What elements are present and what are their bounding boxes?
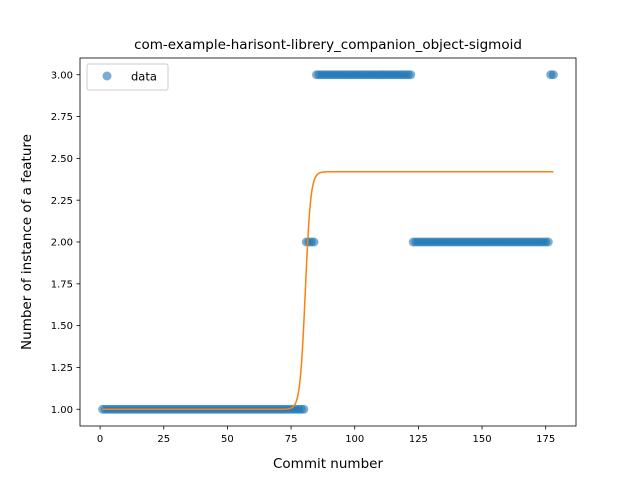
x-tick-label: 25 [157,434,170,445]
legend: data [86,63,169,91]
legend-label-data: data [131,70,157,84]
x-tick-label: 175 [536,434,555,445]
plot-area [98,70,558,414]
y-tick-label: 2.25 [51,196,73,207]
y-tick-label: 2.00 [51,238,73,249]
data-point [299,404,309,414]
axes: 0 25 50 75 100 125 150 175 1.00 1.25 1.50 1.75 2.00 2… [51,57,577,445]
y-tick-label: 1.00 [51,405,73,416]
data-point [548,70,558,80]
y-tick-label: 2.50 [51,154,73,165]
y-tick-label: 2.75 [51,112,73,123]
x-tick-label: 150 [472,434,491,445]
x-tick-label: 0 [97,434,103,445]
x-tick-label: 100 [345,434,364,445]
y-tick-label: 3.00 [51,70,73,81]
y-tick-label: 1.25 [51,363,73,374]
legend-box [86,63,169,91]
legend-marker-data [102,71,112,81]
chart-title: com-example-harisont-librery_companion_o… [134,37,522,53]
y-axis-label: Number of instance of a feature [19,134,35,350]
fit-line [102,171,554,411]
x-tick-label: 75 [285,434,298,445]
x-tick-label: 125 [409,434,428,445]
y-tick-label: 1.50 [51,321,73,332]
data-point [309,237,319,247]
data-point [406,70,416,80]
x-axis-label: Commit number [273,456,383,472]
x-tick-label: 50 [221,434,234,445]
data-point [543,237,553,247]
y-tick-label: 1.75 [51,279,73,290]
